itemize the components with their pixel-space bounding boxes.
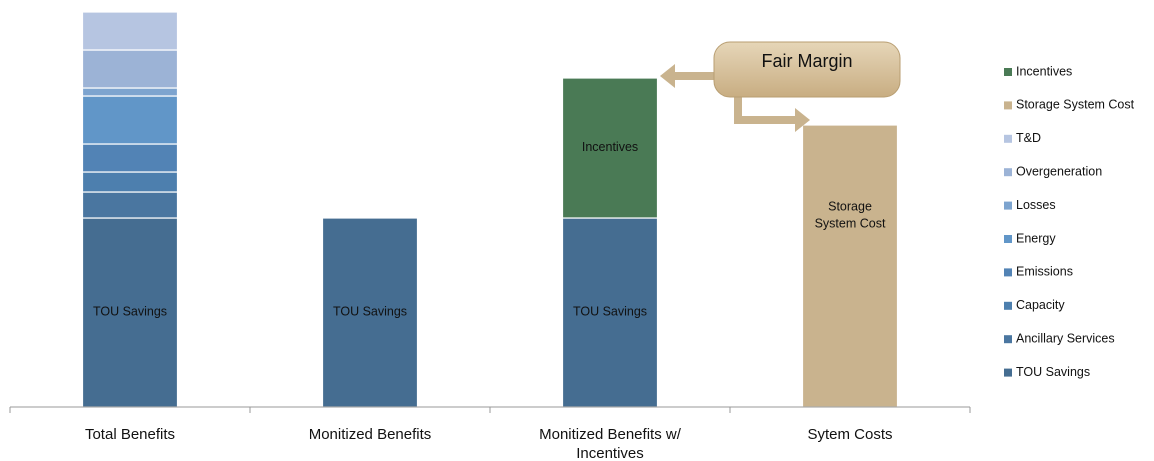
bar-segment <box>81 217 179 408</box>
legend-swatch <box>1004 301 1012 310</box>
legend-label: Incentives <box>1016 64 1072 78</box>
segment-label: TOU Savings <box>93 305 167 319</box>
arrow-left <box>660 64 715 88</box>
legend-swatch <box>1004 168 1012 177</box>
segment-label: Incentives <box>582 140 638 154</box>
legend-label: Capacity <box>1016 298 1065 312</box>
bar-segment <box>81 171 179 193</box>
legend-label: Energy <box>1016 231 1056 245</box>
legend-label: TOU Savings <box>1016 365 1090 379</box>
legend-label: Ancillary Services <box>1016 331 1115 345</box>
bar-segment <box>81 191 179 219</box>
bars: TOU Savings Total Benefits TOU Savings Moni… <box>9 11 971 461</box>
arrow-right <box>734 96 810 132</box>
legend-swatch <box>1004 201 1012 210</box>
annotation: Fair Margin <box>761 51 852 71</box>
x-tick-label: Sytem Costs <box>807 426 892 443</box>
x-tick-label: Monitized Benefits <box>309 426 432 443</box>
legend-label: Overgeneration <box>1016 164 1102 178</box>
legend-label: Emissions <box>1016 265 1073 279</box>
x-tick-label: Total Benefits <box>85 426 175 443</box>
legend-swatch <box>1004 68 1012 76</box>
segment-label: TOU Savings <box>333 305 407 319</box>
segment-label: TOU Savings <box>573 305 647 319</box>
legend-swatch <box>1004 335 1012 344</box>
bar-segment <box>81 87 179 97</box>
bar-segment <box>801 124 899 408</box>
bar-segment <box>81 49 179 89</box>
bar-segment <box>561 217 659 408</box>
legend-swatch <box>1004 368 1012 377</box>
bar-segment <box>81 143 179 173</box>
legend-swatch <box>1004 134 1012 143</box>
fair-margin-callout: Fair Margin <box>660 41 901 132</box>
legend-label: T&D <box>1016 131 1041 145</box>
legend-label: Storage System Cost <box>1016 98 1135 112</box>
segment-label: Storage System Cost <box>815 200 886 231</box>
bar-segment <box>81 11 179 51</box>
legend-swatch <box>1004 268 1012 277</box>
bar-segment <box>81 95 179 145</box>
legend-swatch <box>1004 101 1012 110</box>
callout-box <box>713 41 901 98</box>
bar-segment <box>561 77 659 219</box>
legend-label: Losses <box>1016 198 1056 212</box>
bar-segment <box>321 217 419 408</box>
x-tick-label: Monitized Benefits w/Incentives <box>539 426 682 461</box>
legend-swatch <box>1004 235 1012 243</box>
legend: Incentives Storage System Cost T&D Overgene… <box>1004 64 1135 379</box>
